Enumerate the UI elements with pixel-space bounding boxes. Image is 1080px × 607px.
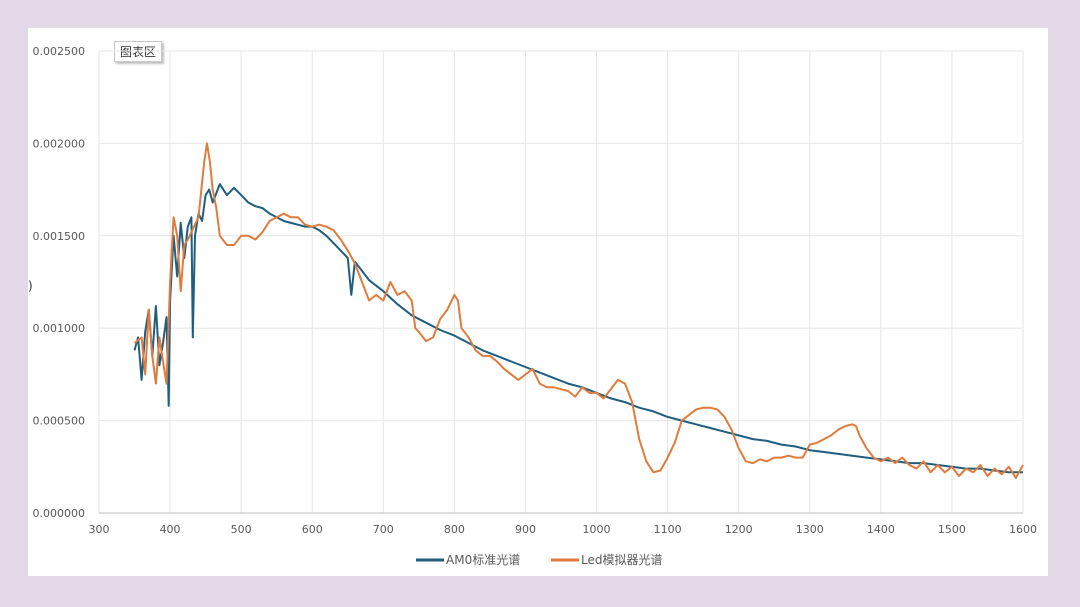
- y-tick-label: 0.000500: [33, 415, 86, 428]
- y-tick-label: 0.002500: [33, 45, 86, 58]
- x-tick-label: 600: [302, 523, 323, 536]
- x-tick-label: 400: [160, 523, 181, 536]
- x-tick-label: 900: [515, 523, 536, 536]
- grid-layer: [98, 50, 1024, 514]
- y-tick-label: 0.002000: [33, 137, 86, 150]
- series-layer: [133, 142, 1024, 479]
- y-tick-label: 0.001000: [33, 322, 86, 335]
- axis-layer: 0.000000 0.000500 0.001000 0.001500 0.002000…: [33, 45, 1038, 536]
- x-tick-label: 1500: [938, 523, 966, 536]
- legend-label-led: Led模拟器光谱: [581, 553, 662, 567]
- x-tick-label: 1400: [867, 523, 895, 536]
- y-axis-fragment: ): [28, 279, 33, 293]
- x-tick-label: 500: [231, 523, 252, 536]
- x-tick-label: 300: [89, 523, 110, 536]
- legend-label-am0: AM0标准光谱: [446, 553, 520, 567]
- x-tick-label: 700: [373, 523, 394, 536]
- series-led-line: [133, 142, 1024, 479]
- legend: AM0标准光谱 Led模拟器光谱: [416, 553, 662, 567]
- series-am0-line: [133, 183, 1023, 474]
- y-tick-label: 0.000000: [33, 507, 86, 520]
- chart-frame: 图表区 ) 0.000000 0.000500 0.001000 0.001500 0.…: [28, 28, 1048, 576]
- chart-svg: ) 0.000000 0.000500 0.001000 0.001500 0.0020…: [28, 45, 1038, 567]
- x-tick-label: 800: [444, 523, 465, 536]
- x-tick-label: 1000: [583, 523, 611, 536]
- x-tick-label: 1100: [654, 523, 682, 536]
- y-tick-label: 0.001500: [33, 230, 86, 243]
- x-tick-label: 1300: [796, 523, 824, 536]
- x-tick-label: 1600: [1009, 523, 1037, 536]
- x-tick-label: 1200: [725, 523, 753, 536]
